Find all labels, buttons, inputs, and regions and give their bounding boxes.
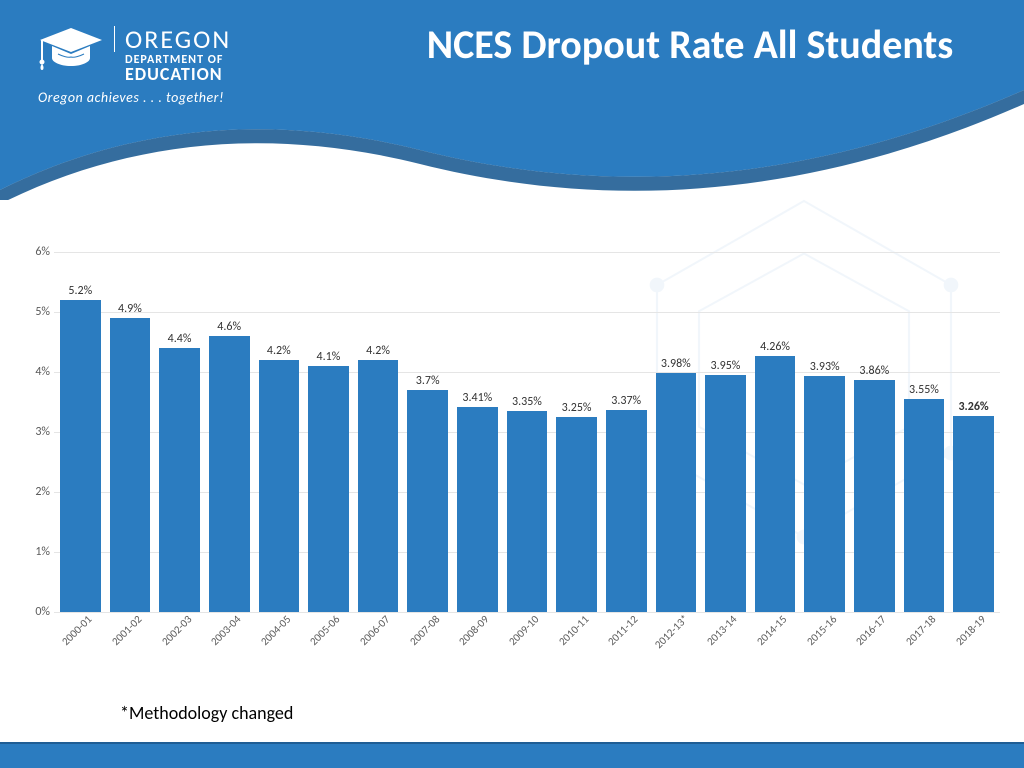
- bar-value-label: 3.98%: [661, 357, 691, 371]
- y-tick-label: 2%: [24, 485, 50, 499]
- y-tick-label: 6%: [24, 245, 50, 259]
- x-tick-label: 2007-08: [407, 613, 442, 648]
- bar-slot: 4.6%: [209, 252, 250, 612]
- x-tick-label: 2016-17: [853, 613, 888, 648]
- bar-slot: 3.41%: [457, 252, 498, 612]
- footnote: *Methodology changed: [120, 702, 293, 724]
- logo-oregon-text: OREGON: [114, 26, 231, 52]
- bar-value-label: 3.37%: [611, 394, 641, 408]
- x-tick-label: 2018-19: [953, 613, 988, 648]
- bar: [60, 300, 101, 612]
- dropout-rate-chart: 0%1%2%3%4%5%6%5.2%4.9%4.4%4.6%4.2%4.1%4.…: [24, 252, 1000, 652]
- bar-value-label: 3.86%: [859, 364, 889, 378]
- graduation-cap-icon: [38, 26, 104, 72]
- bar: [259, 360, 300, 612]
- x-tick-label: 2012-13*: [652, 612, 691, 651]
- bar: [507, 411, 548, 612]
- bar-slot: 3.25%: [556, 252, 597, 612]
- x-tick-label: 2013-14: [705, 613, 740, 648]
- bar: [904, 399, 945, 612]
- x-tick-label: 2008-09: [456, 613, 491, 648]
- x-tick-label: 2009-10: [506, 613, 541, 648]
- bar-value-label: 4.4%: [168, 332, 192, 346]
- bar-value-label: 3.25%: [562, 401, 592, 415]
- x-tick-label: 2015-16: [804, 613, 839, 648]
- x-tick-label: 2005-06: [308, 613, 343, 648]
- tagline: Oregon achieves . . . together!: [38, 89, 231, 106]
- bar-value-label: 3.7%: [416, 374, 440, 388]
- y-tick-label: 3%: [24, 425, 50, 439]
- bar-slot: 5.2%: [60, 252, 101, 612]
- logo-edu-text: EDUCATION: [114, 65, 231, 83]
- x-tick-label: 2003-04: [208, 613, 243, 648]
- bar-value-label: 4.6%: [217, 320, 241, 334]
- x-tick-label: 2002-03: [159, 613, 194, 648]
- bar-slot: 3.98%: [656, 252, 697, 612]
- bar-slot: 4.4%: [159, 252, 200, 612]
- bar: [556, 417, 597, 612]
- y-tick-label: 0%: [24, 605, 50, 619]
- bar-value-label: 3.26%: [958, 400, 988, 414]
- bar: [209, 336, 250, 612]
- bar: [854, 380, 895, 612]
- bar-slot: 3.35%: [507, 252, 548, 612]
- bar-slot: 4.26%: [755, 252, 796, 612]
- y-tick-label: 5%: [24, 305, 50, 319]
- bar-slot: 3.55%: [904, 252, 945, 612]
- bar-value-label: 3.41%: [462, 391, 492, 405]
- bar: [407, 390, 448, 612]
- bar: [755, 356, 796, 612]
- bar: [457, 407, 498, 612]
- bar: [953, 416, 994, 612]
- bar-value-label: 4.26%: [760, 340, 790, 354]
- bar: [705, 375, 746, 612]
- bar: [308, 366, 349, 612]
- bar-slot: 4.2%: [358, 252, 399, 612]
- bar: [110, 318, 151, 612]
- bar-slot: 3.26%: [953, 252, 994, 612]
- bar-slot: 4.9%: [110, 252, 151, 612]
- y-tick-label: 1%: [24, 545, 50, 559]
- page-title: NCES Dropout Rate All Students: [370, 20, 1010, 69]
- logo-block: OREGON DEPARTMENT OF EDUCATION Oregon ac…: [38, 26, 231, 106]
- bar-slot: 3.86%: [854, 252, 895, 612]
- x-tick-label: 2004-05: [258, 613, 293, 648]
- x-tick-label: 2011-12: [605, 613, 640, 648]
- bar-slot: 3.95%: [705, 252, 746, 612]
- bar-value-label: 3.95%: [711, 359, 741, 373]
- bar-slot: 4.2%: [259, 252, 300, 612]
- x-tick-label: 2010-11: [556, 613, 591, 648]
- bar: [656, 373, 697, 612]
- x-tick-label: 2017-18: [903, 613, 938, 648]
- bar-value-label: 3.55%: [909, 383, 939, 397]
- x-tick-label: 2000-01: [59, 613, 94, 648]
- bar: [804, 376, 845, 612]
- x-tick-label: 2014-15: [754, 613, 789, 648]
- y-tick-label: 4%: [24, 365, 50, 379]
- bar: [606, 410, 647, 612]
- bar: [358, 360, 399, 612]
- bar-slot: 3.93%: [804, 252, 845, 612]
- bar-slot: 3.37%: [606, 252, 647, 612]
- footer-bar: [0, 742, 1024, 768]
- bar-value-label: 4.9%: [118, 302, 142, 316]
- bar-value-label: 4.2%: [267, 344, 291, 358]
- bar: [159, 348, 200, 612]
- bar-value-label: 4.2%: [366, 344, 390, 358]
- x-tick-label: 2001-02: [109, 613, 144, 648]
- x-tick-label: 2006-07: [357, 613, 392, 648]
- bar-value-label: 5.2%: [68, 284, 92, 298]
- bar-value-label: 4.1%: [317, 350, 341, 364]
- bar-value-label: 3.35%: [512, 395, 542, 409]
- bar-slot: 4.1%: [308, 252, 349, 612]
- bar-slot: 3.7%: [407, 252, 448, 612]
- bar-value-label: 3.93%: [810, 360, 840, 374]
